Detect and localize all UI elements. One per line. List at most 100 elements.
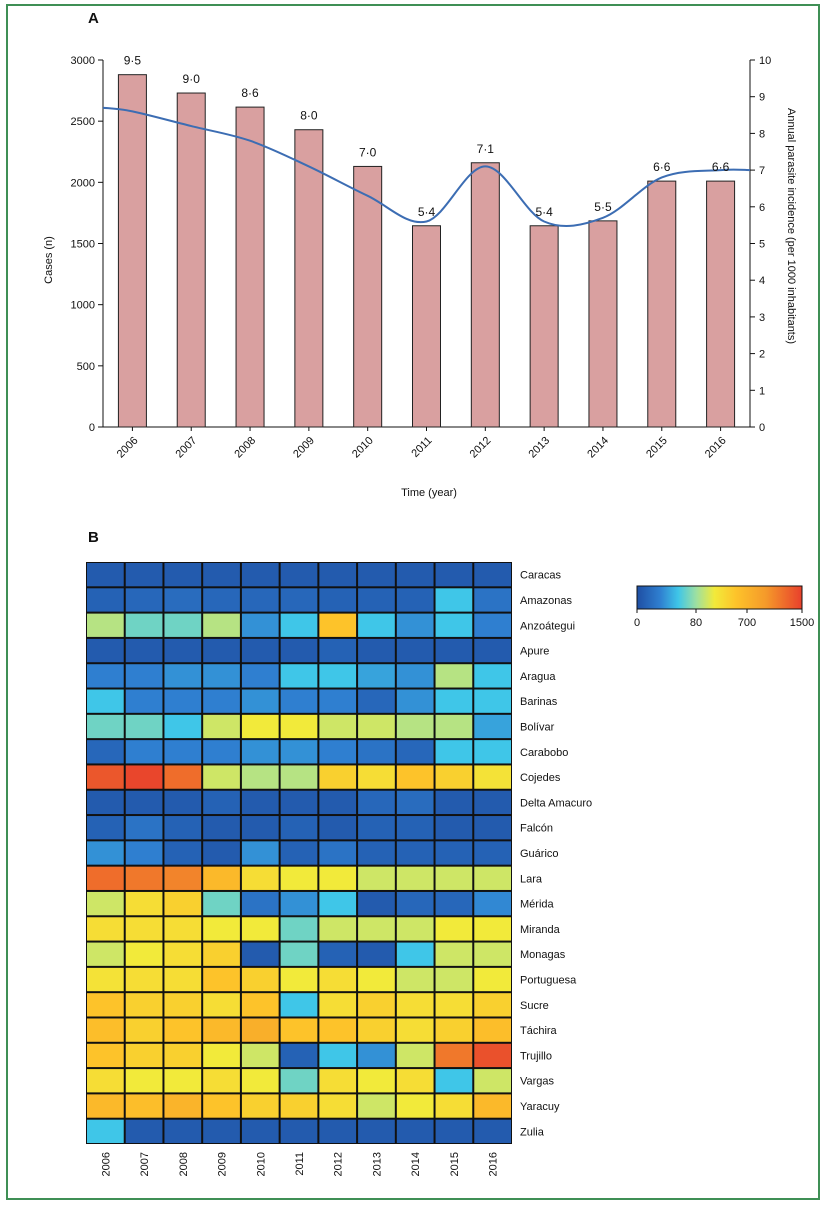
x-tick-label: 2011 [409,435,434,460]
heatmap-cell [435,740,473,764]
bar-2011 [412,225,441,428]
heatmap-cell [474,740,511,764]
heatmap-cell [241,866,279,890]
heatmap-cell [319,740,357,764]
state-label: Miranda [520,924,561,936]
heatmap-cell [280,967,318,992]
heatmap-cell [358,917,395,941]
heatmap-cell [396,993,434,1017]
heatmap-cell [358,1043,395,1068]
y-axis-title: Cases (n) [43,236,55,284]
heatmap-cell [280,1094,318,1118]
colorbar-tick-label: 0 [634,617,640,629]
heatmap-cell [435,765,473,789]
heatmap-cell [241,1069,279,1093]
incidence-data-label: 5·4 [418,205,436,219]
panel-b-heatmap: Caracas Amazonas Anzoátegui Apure Aragua Bari… [86,562,592,1176]
heatmap-cell [241,942,279,966]
state-label: Delta Amacuro [520,797,592,809]
heatmap-cell [203,841,240,865]
x-axis-title: Time (year) [401,487,457,499]
heatmap-cell [319,841,357,865]
heatmap-cell [474,714,511,739]
heatmap-cell [203,1094,240,1118]
y-tick-label: 2500 [71,116,95,128]
heatmap-cell [241,613,279,637]
y-tick-label: 2000 [71,177,95,189]
heatmap-cell [87,613,124,637]
heatmap-cell [396,917,434,941]
heatmap-cell [87,1119,124,1143]
x-tick-label: 2006 [115,435,141,461]
heatmap-cell [435,993,473,1017]
heatmap-cell [203,664,240,688]
heatmap-cell [280,714,318,739]
colorbar-tick-label: 80 [690,617,702,629]
heatmap-colorbar: 0 80 700 1500 [634,585,814,629]
state-label: Anzoátegui [520,620,575,632]
heatmap-cell [203,740,240,764]
state-label: Barinas [520,696,558,708]
heatmap-cell [164,816,202,840]
y2-tick-label: 4 [759,275,765,287]
heatmap-cell [87,664,124,688]
state-label: Cojedes [520,772,561,784]
x-tick-label: 2007 [174,435,200,461]
heatmap-cell [474,866,511,890]
heatmap-cell [358,1069,395,1093]
heatmap-cell [474,841,511,865]
heatmap-cell [396,1018,434,1042]
heatmap-cell [280,891,318,916]
heatmap-cell [164,891,202,916]
heatmap-cell [241,841,279,865]
heatmap-cell [435,942,473,966]
heatmap-cell [358,563,395,587]
y-tick-label: 1000 [71,300,95,312]
heatmap-cell [435,816,473,840]
heatmap-cell [164,740,202,764]
heatmap-cell [396,664,434,688]
heatmap-cell [280,841,318,865]
heatmap-cell [87,689,124,713]
heatmap-cell [358,841,395,865]
heatmap-cell [125,765,163,789]
year-label: 2006 [100,1152,112,1176]
year-label: 2008 [178,1152,190,1176]
heatmap-cell [435,841,473,865]
heatmap-cell [280,1018,318,1042]
incidence-line [102,106,751,228]
year-label: 2007 [139,1152,151,1176]
heatmap-cell [280,816,318,840]
heatmap-cell [319,563,357,587]
y2-tick-label: 2 [759,349,765,361]
heatmap-cell [474,689,511,713]
heatmap-cell [164,714,202,739]
heatmap-cell [125,1094,163,1118]
state-label: Bolívar [520,721,555,733]
y2-tick-label: 0 [759,422,765,434]
heatmap-cell [396,1094,434,1118]
bar-2016 [706,180,736,428]
heatmap-cell [358,866,395,890]
heatmap-cell [241,588,279,612]
heatmap-cell [396,790,434,815]
heatmap-cell [319,790,357,815]
heatmap-cell [125,664,163,688]
state-label: Carabobo [520,747,568,759]
x-tick-label: 2013 [526,435,552,461]
bar-2007 [176,92,206,428]
heatmap-cell [203,1043,240,1068]
heatmap-cell [435,1018,473,1042]
bar-2008 [235,106,265,428]
heatmap-cell [474,1094,511,1118]
heatmap-cell [280,689,318,713]
heatmap-cell [319,942,357,966]
heatmap-cell [474,942,511,966]
year-label: 2014 [410,1152,422,1176]
heatmap-cell [125,740,163,764]
panel-b-letter: B [88,529,99,546]
heatmap-cell [435,967,473,992]
heatmap-cell [87,967,124,992]
heatmap-cell [87,1069,124,1093]
heatmap-cell [358,967,395,992]
